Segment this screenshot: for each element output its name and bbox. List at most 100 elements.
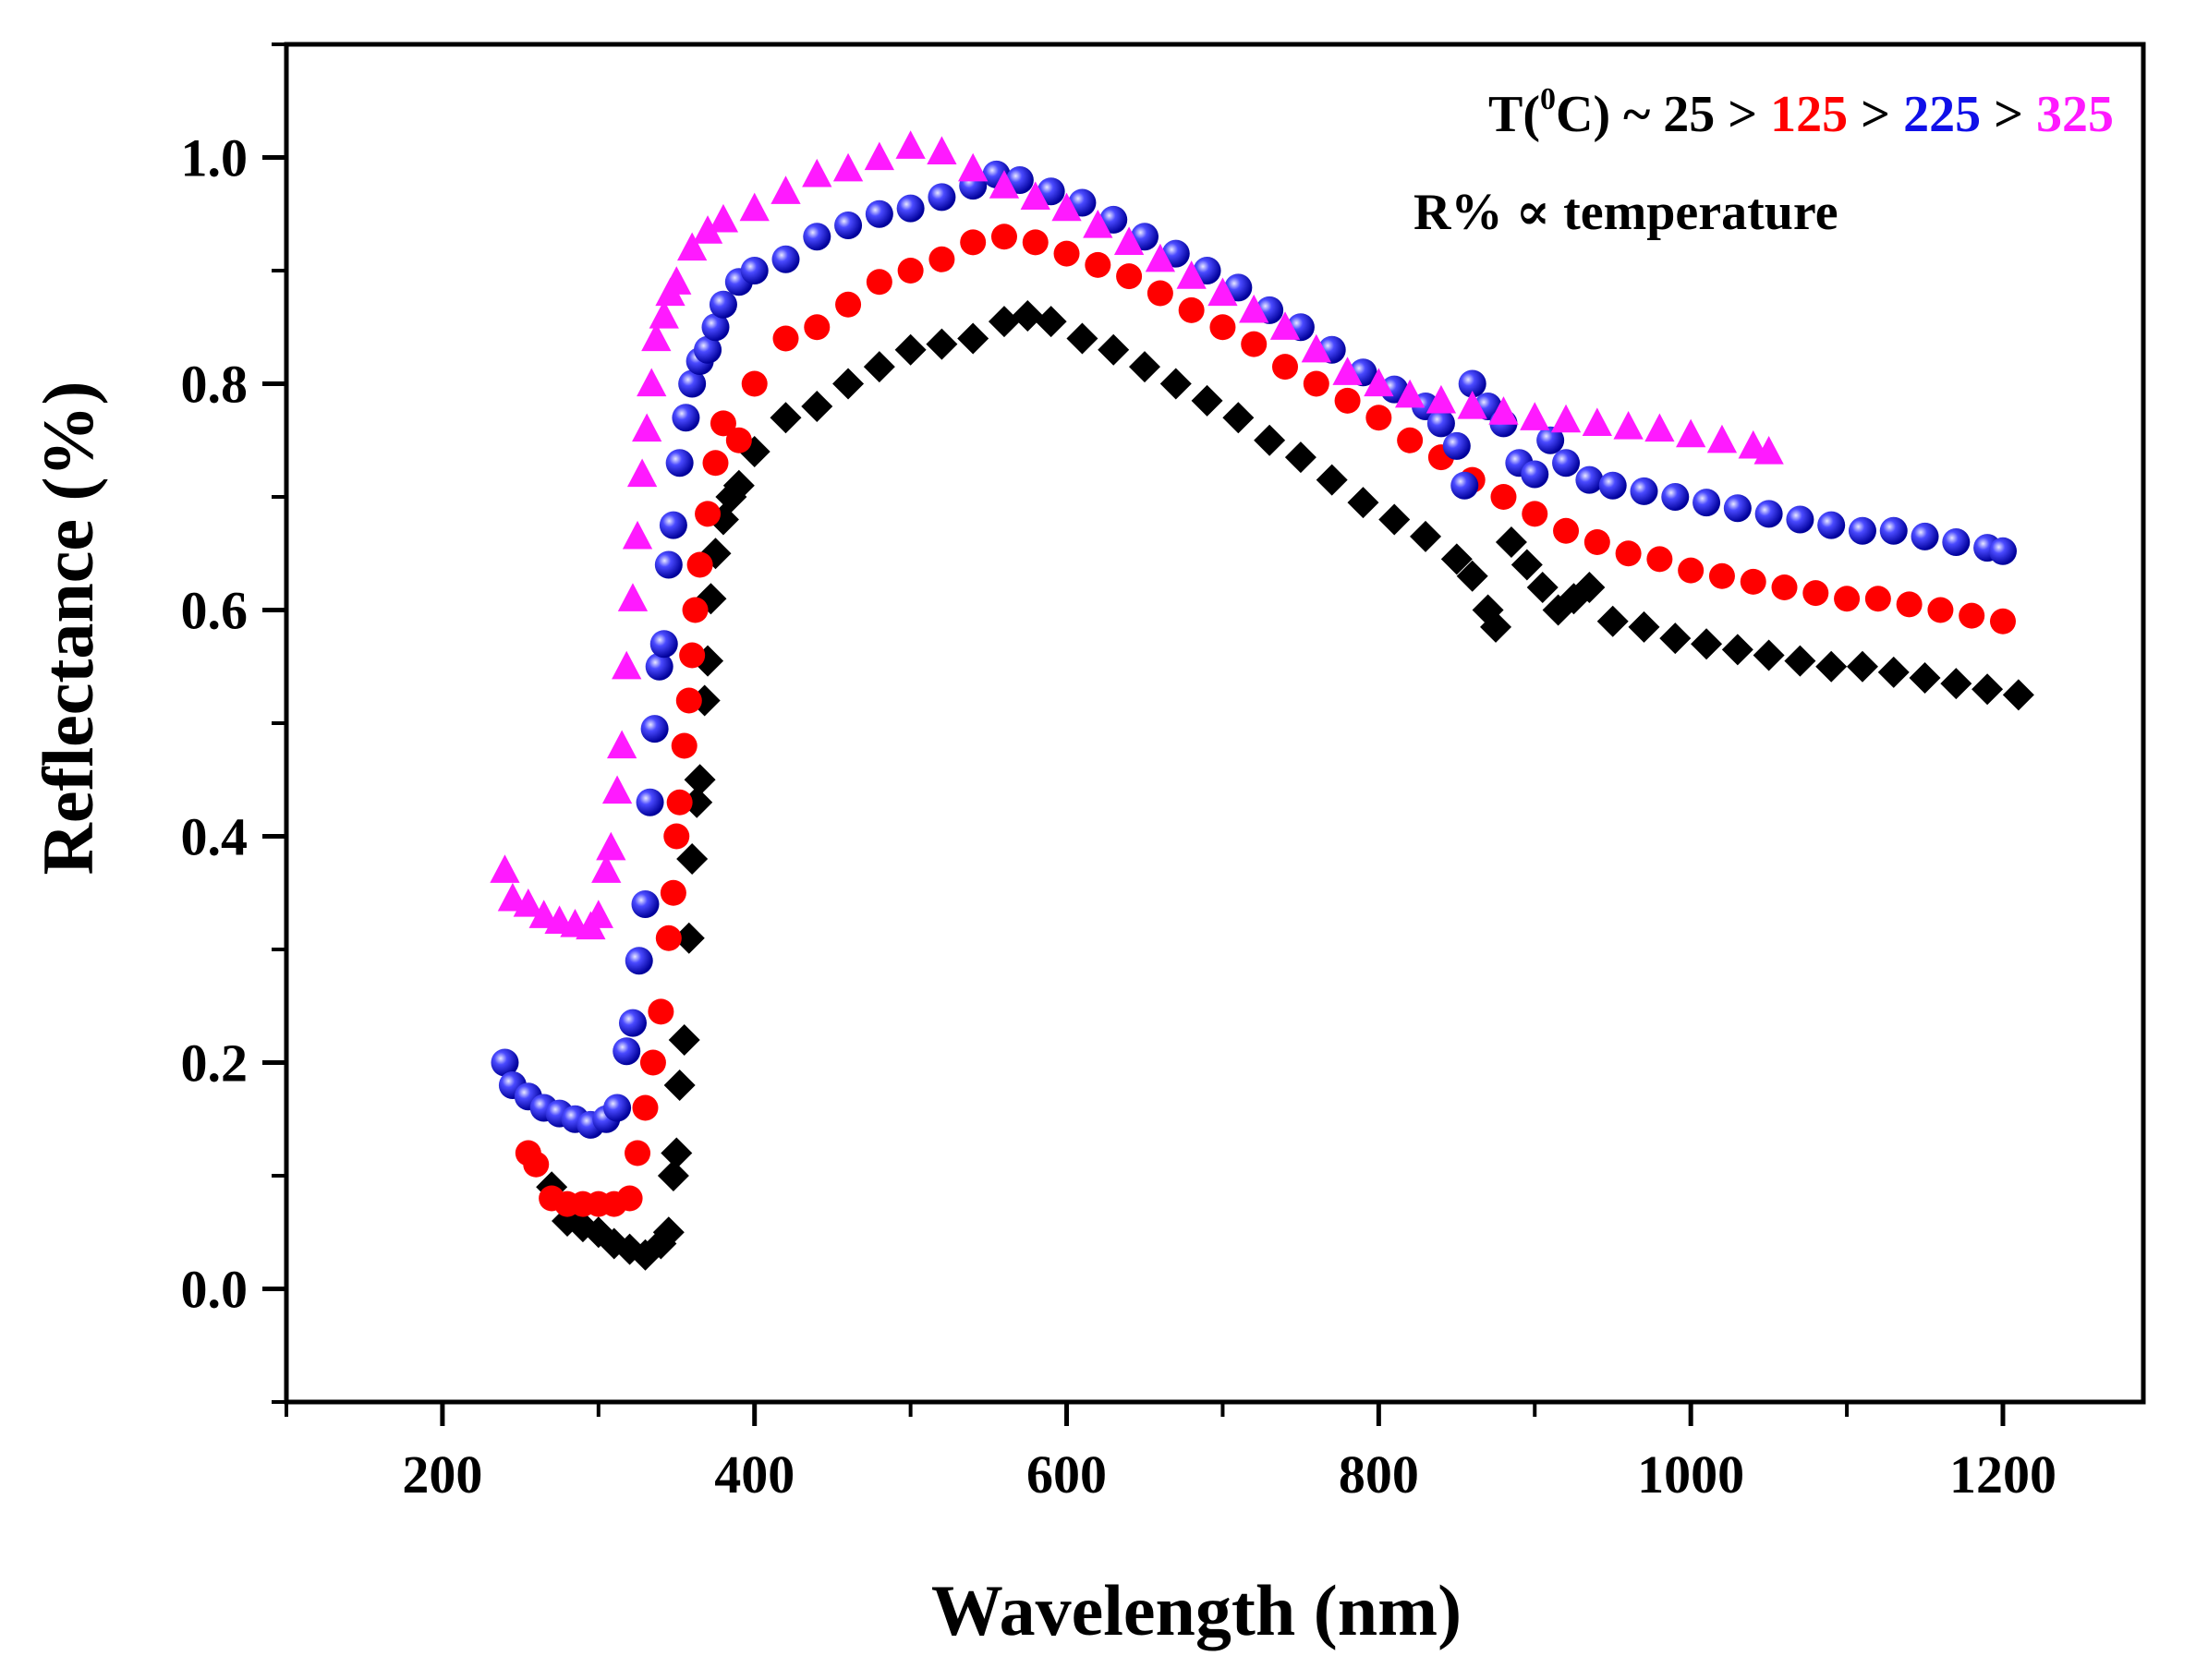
data-point-325 — [864, 141, 894, 171]
data-point-25 — [673, 922, 705, 954]
data-point-125 — [1646, 546, 1673, 573]
data-point-125 — [1802, 580, 1829, 607]
data-point-325 — [513, 888, 543, 917]
data-point-325 — [649, 300, 679, 329]
data-point-325 — [739, 192, 770, 222]
series-25 — [536, 300, 2034, 1271]
data-point-325 — [1332, 357, 1363, 385]
data-point-25 — [1159, 368, 1192, 400]
data-point-25 — [1456, 560, 1488, 592]
data-point-225 — [1848, 516, 1876, 545]
y-tick-label: 0.4 — [181, 807, 249, 867]
data-point-125 — [990, 224, 1017, 250]
data-point-325 — [583, 900, 613, 928]
data-point-225 — [694, 335, 722, 364]
data-point-225 — [1879, 516, 1908, 545]
data-point-125 — [660, 879, 686, 906]
data-point-25 — [1410, 520, 1442, 552]
data-point-225 — [1817, 511, 1846, 539]
data-point-225 — [1426, 409, 1455, 438]
data-point-325 — [692, 215, 723, 244]
data-point-325 — [591, 854, 622, 883]
legend-125: 125 — [1770, 86, 1848, 143]
data-point-25 — [1753, 639, 1785, 671]
data-point-125 — [682, 597, 709, 623]
legend-unit-25: C) ~ 25 > — [1556, 86, 1770, 143]
data-point-25 — [1495, 526, 1527, 558]
data-point-25 — [663, 1070, 696, 1101]
data-point-25 — [1480, 610, 1512, 643]
data-point-25 — [1721, 634, 1753, 666]
data-point-325 — [832, 152, 864, 182]
data-point-225 — [1521, 460, 1549, 489]
data-point-125 — [695, 501, 722, 527]
series-325 — [490, 130, 1784, 940]
data-point-225 — [1754, 500, 1783, 528]
data-point-225 — [659, 511, 687, 539]
x-tick-label: 200 — [402, 1444, 482, 1505]
proportionality-annotation: R% ∝ temperature — [1413, 184, 1838, 241]
data-point-25 — [1691, 628, 1723, 660]
data-point-125 — [1553, 517, 1580, 544]
data-point-225 — [636, 788, 664, 816]
data-point-25 — [832, 368, 865, 400]
data-point-25 — [657, 1160, 689, 1191]
data-point-125 — [1209, 314, 1236, 341]
data-point-325 — [1753, 436, 1784, 465]
data-point-25 — [1316, 464, 1348, 496]
data-point-325 — [1613, 411, 1644, 440]
x-tick-label: 600 — [1026, 1444, 1107, 1505]
data-point-325 — [1457, 391, 1487, 419]
data-point-125 — [1085, 251, 1111, 278]
data-point-25 — [894, 333, 927, 366]
data-point-25 — [1098, 333, 1130, 366]
data-point-125 — [655, 925, 682, 951]
data-point-125 — [1834, 586, 1861, 612]
data-point-225 — [1942, 528, 1971, 556]
data-point-25 — [1784, 645, 1816, 677]
data-point-125 — [1178, 296, 1205, 323]
data-point-25 — [801, 391, 833, 422]
series-225 — [491, 160, 2017, 1139]
data-point-125 — [1334, 387, 1361, 414]
data-point-325 — [1550, 404, 1582, 433]
data-point-25 — [722, 469, 755, 502]
data-point-125 — [666, 789, 693, 816]
data-point-125 — [648, 998, 674, 1025]
data-point-125 — [710, 410, 736, 437]
data-point-225 — [1988, 537, 2017, 565]
data-point-225 — [645, 652, 673, 681]
data-point-225 — [603, 1094, 632, 1122]
data-point-125 — [639, 1049, 666, 1076]
data-point-325 — [1644, 413, 1675, 442]
data-point-125 — [772, 325, 799, 352]
legend-degree-superscript: 0 — [1540, 82, 1556, 116]
data-point-25 — [1254, 424, 1286, 456]
data-point-125 — [1896, 591, 1923, 618]
data-point-325 — [802, 158, 832, 187]
data-point-125 — [675, 687, 702, 714]
data-point-25 — [770, 402, 802, 434]
data-point-25 — [1066, 322, 1098, 355]
data-point-225 — [896, 194, 925, 223]
legend-sep-2: > — [1981, 86, 2036, 143]
data-point-25 — [1972, 673, 2004, 706]
data-point-325 — [601, 775, 633, 804]
data-point-25 — [1596, 605, 1629, 637]
data-point-25 — [676, 843, 709, 875]
data-point-125 — [1989, 608, 2016, 635]
data-point-125 — [1583, 529, 1610, 555]
data-point-325 — [1301, 333, 1331, 363]
data-point-325 — [770, 175, 801, 204]
x-tick-label: 1200 — [1949, 1444, 2056, 1505]
data-point-325 — [677, 232, 708, 261]
data-point-125 — [1116, 263, 1143, 290]
temperature-legend: T(0C) ~ 25 > 125 > 225 > 325 — [1488, 82, 2114, 143]
data-point-125 — [960, 229, 987, 256]
data-point-125 — [1771, 574, 1798, 600]
data-point-25 — [863, 351, 895, 383]
data-point-225 — [640, 715, 669, 743]
data-point-225 — [1661, 483, 1690, 511]
data-point-125 — [1864, 586, 1891, 612]
data-point-225 — [701, 313, 730, 342]
